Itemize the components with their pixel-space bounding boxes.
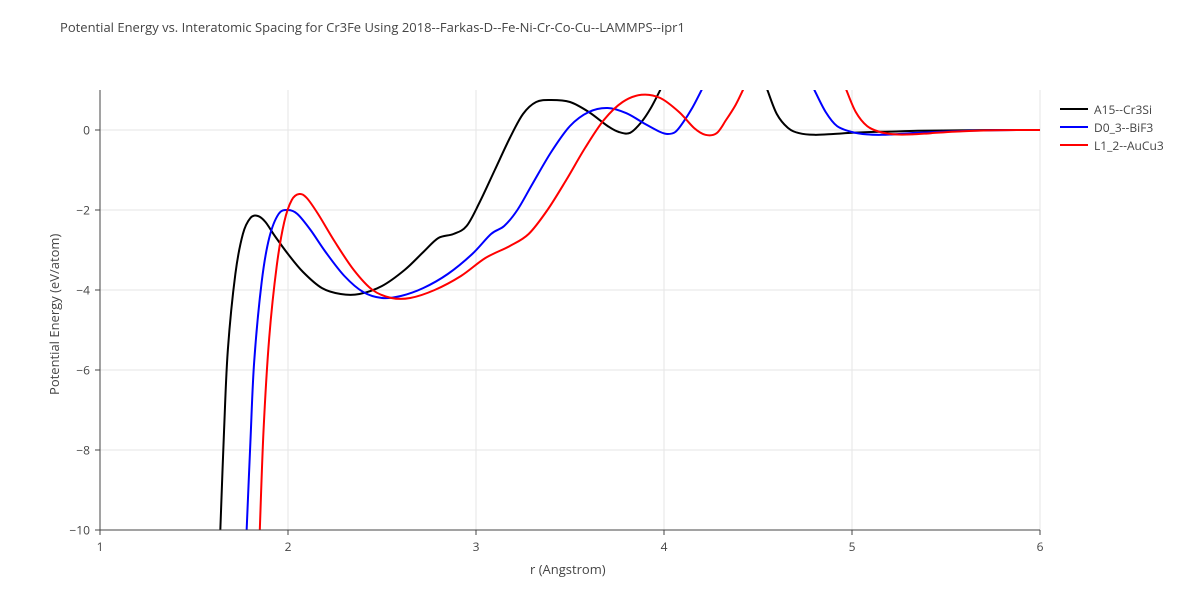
x-tick-label: 6 xyxy=(1037,538,1044,555)
x-axis-label: r (Angstrom) xyxy=(530,560,606,578)
x-tick-label: 3 xyxy=(473,538,480,555)
legend-item[interactable]: A15--Cr3Si xyxy=(1060,100,1164,118)
x-tick-label: 1 xyxy=(97,538,104,555)
legend-label: D0_3--BiF3 xyxy=(1094,119,1153,136)
y-axis-label: Potential Energy (eV/atom) xyxy=(45,234,63,395)
y-tick-label: −2 xyxy=(76,202,90,219)
y-tick-label: −8 xyxy=(76,442,90,459)
chart-container: Potential Energy vs. Interatomic Spacing… xyxy=(0,0,1200,600)
legend-item[interactable]: D0_3--BiF3 xyxy=(1060,118,1164,136)
x-tick-label: 5 xyxy=(849,538,856,555)
y-tick-label: −4 xyxy=(76,282,90,299)
legend[interactable]: A15--Cr3SiD0_3--BiF3L1_2--AuCu3 xyxy=(1060,100,1164,154)
legend-label: L1_2--AuCu3 xyxy=(1094,137,1164,154)
legend-swatch xyxy=(1060,126,1088,128)
legend-item[interactable]: L1_2--AuCu3 xyxy=(1060,136,1164,154)
plot-area[interactable] xyxy=(100,90,1040,530)
x-tick-label: 2 xyxy=(285,538,292,555)
legend-label: A15--Cr3Si xyxy=(1094,101,1152,118)
legend-swatch xyxy=(1060,108,1088,110)
y-tick-label: −10 xyxy=(69,522,90,539)
x-tick-label: 4 xyxy=(661,538,668,555)
y-tick-label: −6 xyxy=(76,362,90,379)
y-tick-label: 0 xyxy=(83,122,90,139)
legend-swatch xyxy=(1060,144,1088,146)
chart-title: Potential Energy vs. Interatomic Spacing… xyxy=(60,18,685,36)
